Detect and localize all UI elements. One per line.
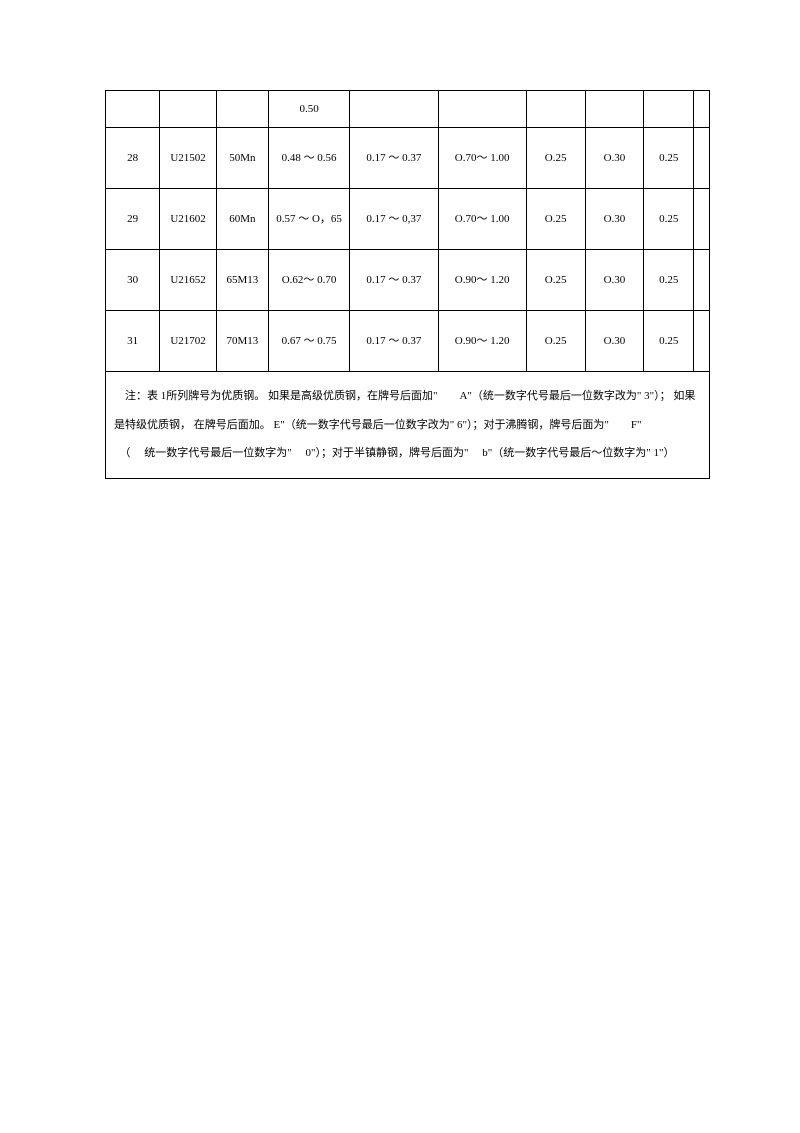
table-cell: U21602 xyxy=(160,189,217,250)
table-cell: 29 xyxy=(106,189,160,250)
table-row: 0.50 xyxy=(106,91,710,128)
table-cell: 0.17 ～ 0,37 xyxy=(350,189,438,250)
table-cell: 0.57 ～ O，65 xyxy=(268,189,349,250)
table-cell xyxy=(526,91,585,128)
table-cell: 0.50 xyxy=(268,91,349,128)
table-cell xyxy=(216,91,268,128)
table-cell xyxy=(644,91,694,128)
table-cell xyxy=(694,250,710,311)
table-row: 28U2150250Mn0.48 ～ 0.560.17 ～ 0.37O.70～ … xyxy=(106,128,710,189)
table-cell: 0.17 ～ 0.37 xyxy=(350,250,438,311)
table-cell xyxy=(438,91,526,128)
table-cell: O.90～ 1.20 xyxy=(438,311,526,372)
table-cell: O.30 xyxy=(585,250,644,311)
table-cell: 0.25 xyxy=(644,311,694,372)
table-cell xyxy=(694,91,710,128)
table-cell: O.70～ 1.00 xyxy=(438,128,526,189)
table-cell: 60Mn xyxy=(216,189,268,250)
table-cell: O.25 xyxy=(526,311,585,372)
table-cell: O.25 xyxy=(526,128,585,189)
table-cell: 31 xyxy=(106,311,160,372)
table-cell: U21502 xyxy=(160,128,217,189)
table-cell: O.62～ 0.70 xyxy=(268,250,349,311)
table-cell: 0.25 xyxy=(644,128,694,189)
table-cell: O.25 xyxy=(526,250,585,311)
table-note: 注：表 1所列牌号为优质钢。 如果是高级优质钢，在牌号后面加" A"（统一数字代… xyxy=(106,372,710,479)
table-cell: 0.17 ～ 0.37 xyxy=(350,128,438,189)
table-cell: 70M13 xyxy=(216,311,268,372)
table-cell: 0.25 xyxy=(644,189,694,250)
table-row: 29U2160260Mn0.57 ～ O，650.17 ～ 0,37O.70～ … xyxy=(106,189,710,250)
table-cell: 0.67 ～ 0.75 xyxy=(268,311,349,372)
table-cell xyxy=(106,91,160,128)
table-cell: U21652 xyxy=(160,250,217,311)
table-cell xyxy=(694,128,710,189)
table-cell: 30 xyxy=(106,250,160,311)
table-cell: 0.25 xyxy=(644,250,694,311)
table-cell xyxy=(350,91,438,128)
table-cell: O.30 xyxy=(585,311,644,372)
table-cell xyxy=(585,91,644,128)
table-cell: 50Mn xyxy=(216,128,268,189)
table-cell: U21702 xyxy=(160,311,217,372)
table-cell: O.25 xyxy=(526,189,585,250)
table-note-row: 注：表 1所列牌号为优质钢。 如果是高级优质钢，在牌号后面加" A"（统一数字代… xyxy=(106,372,710,479)
table-cell: O.30 xyxy=(585,189,644,250)
table-row: 30U2165265M13O.62～ 0.700.17 ～ 0.37O.90～ … xyxy=(106,250,710,311)
table-cell: 65M13 xyxy=(216,250,268,311)
table-cell: 0.17 ～ 0.37 xyxy=(350,311,438,372)
table-cell xyxy=(694,189,710,250)
table-cell xyxy=(694,311,710,372)
table-cell: O.30 xyxy=(585,128,644,189)
table-cell: 28 xyxy=(106,128,160,189)
table-cell: O.90～ 1.20 xyxy=(438,250,526,311)
table-cell: 0.48 ～ 0.56 xyxy=(268,128,349,189)
table-cell: O.70～ 1.00 xyxy=(438,189,526,250)
table-row: 31U2170270M130.67 ～ 0.750.17 ～ 0.37O.90～… xyxy=(106,311,710,372)
table-cell xyxy=(160,91,217,128)
steel-table: 0.5028U2150250Mn0.48 ～ 0.560.17 ～ 0.37O.… xyxy=(105,90,710,479)
